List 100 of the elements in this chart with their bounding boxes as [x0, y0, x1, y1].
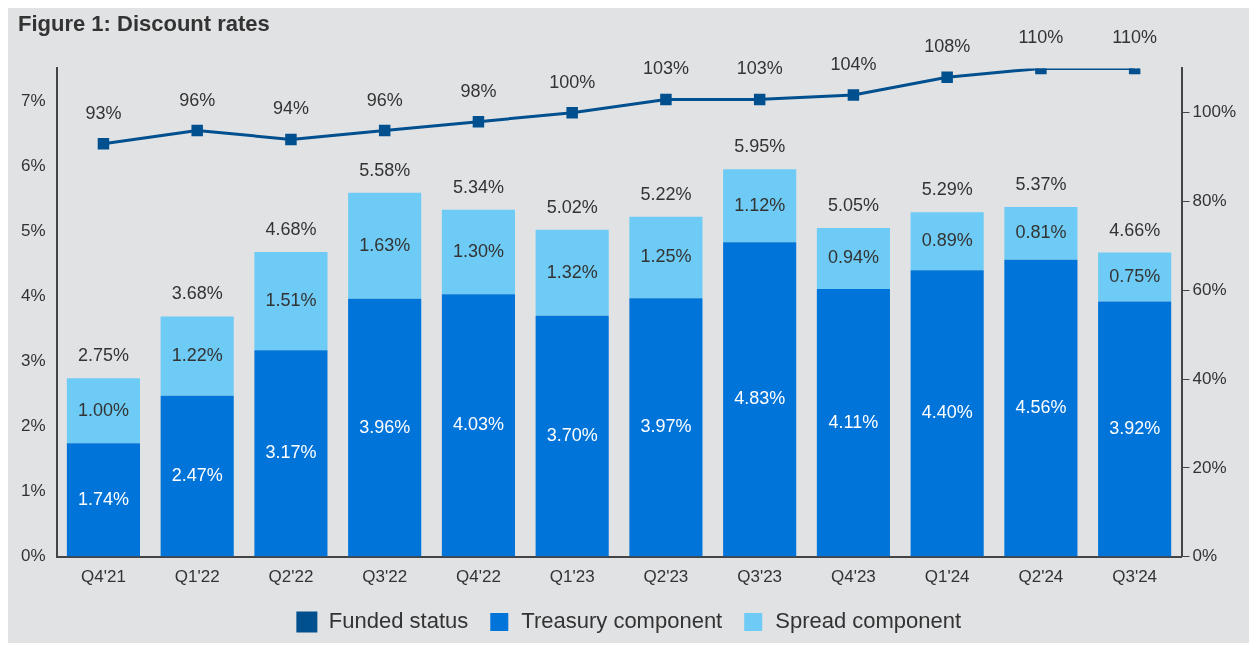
- bar: [1004, 259, 1078, 557]
- bar: [629, 216, 703, 299]
- data-label: 1.00%: [77, 399, 129, 420]
- data-label: 3.96%: [359, 416, 411, 437]
- point: [378, 124, 391, 137]
- data-label: 1.30%: [452, 240, 504, 261]
- bar: [910, 212, 984, 271]
- total-label: 5.37%: [1015, 174, 1067, 195]
- data-label: 98%: [460, 80, 497, 101]
- bar: [441, 294, 515, 557]
- total-label: 4.66%: [1109, 219, 1161, 240]
- bar: [910, 270, 984, 557]
- data-label: 1.51%: [265, 290, 317, 311]
- bar: [535, 229, 609, 316]
- x-tick-label: Q4'21: [81, 567, 126, 587]
- point: [847, 89, 860, 101]
- point: [660, 93, 672, 106]
- x-tick-label: Q1'22: [174, 567, 220, 587]
- bar: [535, 315, 609, 557]
- bar: [254, 251, 328, 351]
- x-tick-label: Q3'23: [737, 567, 783, 587]
- y2-tick-label: 40%: [1192, 368, 1227, 388]
- y-tick-label: 2%: [20, 416, 46, 436]
- data-label: 3.17%: [265, 442, 317, 463]
- bar: [348, 192, 422, 299]
- point: [941, 71, 953, 84]
- data-label: 103%: [736, 58, 783, 79]
- y-tick-label: 0%: [20, 546, 46, 566]
- point: [285, 133, 297, 146]
- bar: [629, 298, 703, 557]
- x-tick-label: Q2'22: [268, 567, 314, 587]
- bar: [160, 316, 234, 396]
- total-label: 5.02%: [546, 196, 598, 217]
- data-label: 108%: [924, 36, 971, 57]
- data-label: 4.83%: [734, 388, 786, 409]
- x-tick-label: Q4'22: [456, 567, 501, 587]
- total-label: 5.95%: [734, 136, 786, 157]
- y-tick-label: 4%: [20, 285, 46, 305]
- data-label: 0.89%: [921, 230, 973, 251]
- data-label: 1.74%: [77, 488, 129, 509]
- y-tick-label: 1%: [20, 481, 46, 501]
- y-tick-label: 3%: [20, 351, 46, 371]
- y-tick-label: 5%: [20, 220, 46, 240]
- data-label: 1.25%: [640, 246, 692, 267]
- point: [472, 115, 485, 128]
- chart-title: Figure 1: Discount rates: [18, 11, 270, 37]
- y2-tick-label: 80%: [1192, 191, 1227, 211]
- data-label: 94%: [272, 98, 309, 119]
- y-tick-label: 7%: [20, 90, 46, 110]
- legend-label: Funded status: [328, 608, 469, 634]
- data-label: 103%: [642, 58, 689, 79]
- data-label: 93%: [85, 102, 122, 123]
- total-label: 3.68%: [171, 283, 223, 304]
- bar: [348, 298, 422, 557]
- bar: [1098, 301, 1172, 557]
- point: [97, 138, 110, 150]
- data-label: 3.70%: [546, 425, 598, 446]
- data-label: 3.97%: [640, 416, 692, 437]
- point: [566, 107, 578, 119]
- total-label: 5.29%: [921, 179, 973, 200]
- data-label: 2.47%: [171, 465, 223, 486]
- y2-tick-label: 100%: [1192, 102, 1236, 122]
- data-label: 1.12%: [734, 194, 786, 215]
- data-label: 4.03%: [452, 414, 504, 435]
- x-tick-label: Q1'24: [924, 567, 970, 587]
- data-label: 100%: [549, 71, 596, 92]
- data-label: 104%: [830, 54, 877, 74]
- total-label: 2.75%: [77, 345, 129, 366]
- data-label: 4.11%: [828, 411, 879, 432]
- bar: [66, 443, 140, 557]
- data-label: 1.22%: [171, 345, 223, 366]
- x-tick-label: Q4'23: [830, 567, 876, 587]
- legend-label: Treasury component: [521, 608, 723, 634]
- point: [753, 93, 766, 106]
- x-tick-label: Q2'24: [1018, 567, 1064, 587]
- bar: [441, 209, 515, 295]
- total-label: 5.58%: [359, 159, 411, 180]
- data-label: 96%: [366, 89, 403, 110]
- legend-label: Spread component: [775, 608, 962, 634]
- y-tick-label: 6%: [20, 155, 46, 175]
- x-tick-label: Q1'23: [549, 567, 595, 587]
- x-tick-label: Q3'24: [1112, 567, 1158, 587]
- data-label: 0.75%: [1109, 265, 1161, 286]
- data-label: 3.92%: [1109, 417, 1161, 438]
- total-label: 5.22%: [640, 183, 692, 204]
- x-tick-label: Q3'22: [362, 567, 408, 587]
- y2-tick-label: 60%: [1192, 280, 1227, 299]
- bar: [723, 242, 797, 557]
- data-label: 1.63%: [359, 234, 411, 255]
- point: [191, 124, 203, 137]
- bar: [816, 289, 890, 557]
- bar: [160, 395, 234, 557]
- bar: [816, 227, 890, 290]
- data-label: 4.40%: [921, 402, 973, 423]
- total-label: 5.34%: [452, 176, 504, 197]
- bar: [254, 350, 328, 557]
- data-label: 110%: [1112, 27, 1157, 48]
- x-tick-label: Q2'23: [643, 567, 689, 587]
- data-label: 96%: [179, 89, 216, 110]
- data-label: 4.56%: [1015, 397, 1067, 418]
